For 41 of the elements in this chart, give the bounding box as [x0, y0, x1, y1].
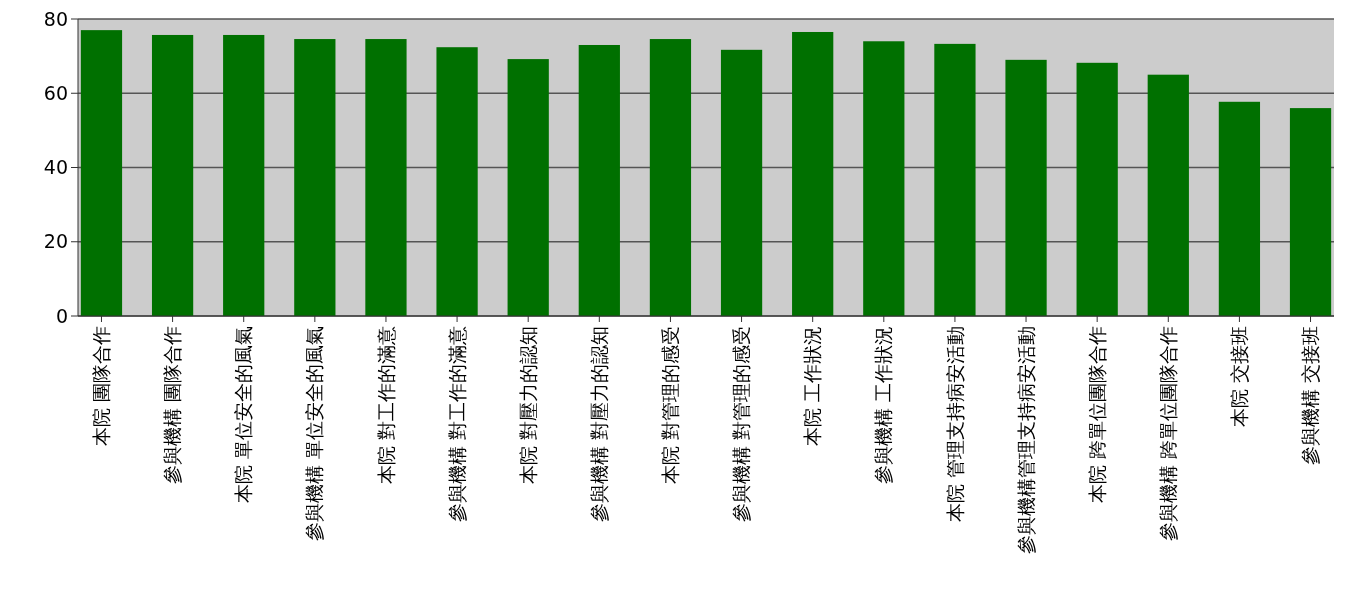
x-tick-label: 本院 對管理的感受 — [659, 326, 682, 485]
x-tick-label: 本院 對工作的滿意 — [374, 326, 397, 485]
x-tick-label: 參與機構 團隊合作 — [161, 326, 184, 485]
x-tick-label: 參與機構 單位安全的風氣 — [303, 326, 326, 542]
bar — [934, 43, 976, 316]
x-tick-label: 參與機構管理支持病安活動 — [1014, 326, 1037, 554]
x-tick-label: 本院 團隊合作 — [90, 326, 113, 447]
bar — [1005, 59, 1047, 316]
bar — [1289, 108, 1332, 316]
bar — [578, 44, 620, 316]
x-tick-label: 參與機構 工作狀況 — [872, 326, 895, 485]
x-tick-label: 參與機構 對工作的滿意 — [445, 326, 468, 523]
y-tick-label: 80 — [43, 7, 68, 30]
x-tick-label: 參與機構 對壓力的認知 — [587, 326, 610, 523]
x-tick-label: 參與機構 對管理的感受 — [730, 326, 753, 523]
bar — [1147, 74, 1189, 316]
x-tick-label: 本院 交接班 — [1228, 326, 1251, 428]
x-tick-label: 本院 工作狀況 — [801, 326, 824, 447]
x-tick-label: 本院 對壓力的認知 — [516, 326, 539, 485]
bar — [151, 34, 194, 316]
x-tick-label: 本院 單位安全的風氣 — [232, 326, 255, 504]
bar — [1076, 62, 1118, 316]
bar — [365, 39, 407, 316]
y-tick-label: 0 — [55, 304, 68, 327]
y-tick-label: 40 — [43, 156, 68, 179]
y-tick-label: 60 — [43, 81, 68, 104]
bar — [1218, 101, 1261, 316]
x-tick-label: 參與機構 跨單位團隊合作 — [1156, 326, 1179, 542]
x-tick-label: 本院 管理支持病安活動 — [943, 326, 966, 523]
bar — [80, 30, 123, 316]
x-tick-label: 本院 跨單位團隊合作 — [1085, 326, 1108, 504]
bar — [863, 41, 905, 316]
bar — [294, 39, 336, 316]
bar — [223, 34, 265, 316]
y-tick-label: 20 — [43, 230, 68, 253]
bar — [436, 47, 478, 316]
bar — [507, 59, 549, 316]
x-tick-label: 參與機構 交接班 — [1299, 326, 1322, 466]
bar — [649, 39, 692, 316]
bar — [720, 49, 763, 316]
bar — [792, 31, 834, 316]
